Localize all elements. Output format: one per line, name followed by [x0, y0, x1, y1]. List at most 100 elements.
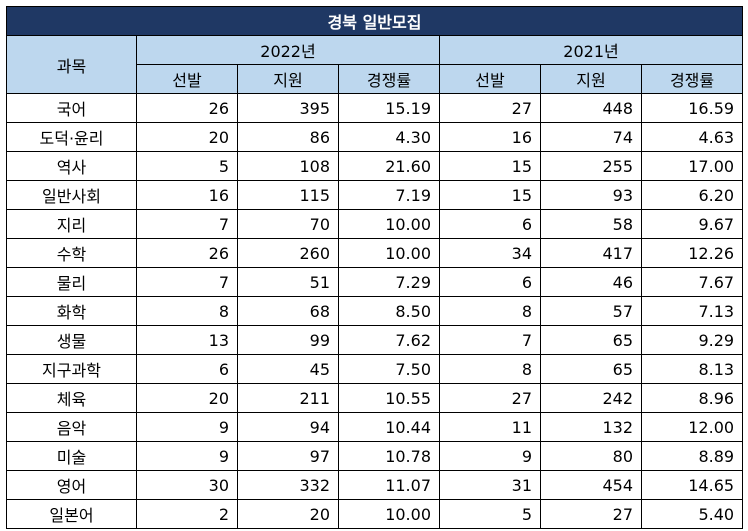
- applicants-cell-2021: 80: [540, 441, 642, 471]
- subject-cell: 일본어: [6, 499, 137, 529]
- applicants-cell-2022: 20: [237, 499, 339, 529]
- applicants-cell-2021: 65: [540, 354, 642, 384]
- applicants-cell-2021: 454: [540, 470, 642, 500]
- applicants-cell-2021: 65: [540, 325, 642, 355]
- selection-cell-2021: 27: [439, 383, 541, 413]
- ratio-cell-2021: 14.65: [640, 470, 744, 500]
- subject-cell: 화학: [6, 296, 137, 326]
- ratio-cell-2021: 9.67: [640, 209, 744, 239]
- ratio-cell-2021: 6.20: [640, 180, 744, 210]
- table-title: 경북 일반모집: [5, 6, 744, 36]
- selection-cell-2021: 11: [439, 412, 541, 442]
- table-row: 체육 20 211 10.55 27 242 8.96: [6, 383, 744, 413]
- subject-cell: 생물: [6, 325, 137, 355]
- applicants-cell-2022: 108: [237, 151, 339, 181]
- table-body: 국어 26 395 15.19 27 448 16.59 도덕·윤리 20 86 4.30 16 74 4…: [6, 93, 744, 529]
- selection-cell-2022: 13: [136, 325, 238, 355]
- applicants-cell-2022: 68: [237, 296, 339, 326]
- subject-cell: 일반사회: [6, 180, 137, 210]
- selection-cell-2021: 7: [439, 325, 541, 355]
- col-header-applicants-2021: 지원: [540, 64, 642, 94]
- selection-cell-2022: 8: [136, 296, 238, 326]
- ratio-cell-2022: 7.50: [338, 354, 440, 384]
- table-row: 수학 26 260 10.00 34 417 12.26: [6, 238, 744, 268]
- col-header-selection-2021: 선발: [439, 64, 541, 94]
- col-header-selection-2022: 선발: [136, 64, 238, 94]
- ratio-cell-2022: 7.29: [338, 267, 440, 297]
- year-header-2022: 2022년: [136, 35, 440, 65]
- ratio-cell-2021: 16.59: [640, 93, 744, 123]
- applicants-cell-2022: 395: [237, 93, 339, 123]
- applicants-cell-2022: 51: [237, 267, 339, 297]
- applicants-cell-2021: 46: [540, 267, 642, 297]
- selection-cell-2022: 7: [136, 209, 238, 239]
- applicants-cell-2022: 97: [237, 441, 339, 471]
- applicants-cell-2022: 260: [237, 238, 339, 268]
- applicants-cell-2021: 448: [540, 93, 642, 123]
- col-header-ratio-2021: 경쟁률: [640, 64, 744, 94]
- selection-cell-2022: 30: [136, 470, 238, 500]
- ratio-cell-2021: 4.63: [640, 122, 744, 152]
- ratio-cell-2022: 7.62: [338, 325, 440, 355]
- selection-cell-2022: 20: [136, 383, 238, 413]
- applicants-cell-2021: 58: [540, 209, 642, 239]
- selection-cell-2021: 34: [439, 238, 541, 268]
- recruitment-table: 경북 일반모집 과목 2022년 2021년 선발 지원 경쟁률 선발 지원 경…: [5, 6, 744, 529]
- ratio-cell-2021: 7.13: [640, 296, 744, 326]
- applicants-cell-2022: 99: [237, 325, 339, 355]
- applicants-cell-2022: 115: [237, 180, 339, 210]
- subject-cell: 영어: [6, 470, 137, 500]
- table-row: 역사 5 108 21.60 15 255 17.00: [6, 151, 744, 181]
- ratio-cell-2021: 5.40: [640, 499, 744, 529]
- selection-cell-2021: 8: [439, 296, 541, 326]
- table-row: 영어 30 332 11.07 31 454 14.65: [6, 470, 744, 500]
- ratio-cell-2022: 15.19: [338, 93, 440, 123]
- applicants-cell-2021: 27: [540, 499, 642, 529]
- selection-cell-2021: 27: [439, 93, 541, 123]
- table-row: 일본어 2 20 10.00 5 27 5.40: [6, 499, 744, 529]
- ratio-cell-2021: 8.13: [640, 354, 744, 384]
- ratio-cell-2022: 10.00: [338, 209, 440, 239]
- ratio-cell-2021: 17.00: [640, 151, 744, 181]
- ratio-cell-2022: 10.44: [338, 412, 440, 442]
- subject-cell: 미술: [6, 441, 137, 471]
- table-row: 지리 7 70 10.00 6 58 9.67: [6, 209, 744, 239]
- ratio-cell-2022: 7.19: [338, 180, 440, 210]
- ratio-cell-2021: 12.00: [640, 412, 744, 442]
- subject-cell: 국어: [6, 93, 137, 123]
- selection-cell-2021: 6: [439, 267, 541, 297]
- ratio-cell-2022: 4.30: [338, 122, 440, 152]
- applicants-cell-2021: 74: [540, 122, 642, 152]
- selection-cell-2021: 15: [439, 180, 541, 210]
- table-row: 미술 9 97 10.78 9 80 8.89: [6, 441, 744, 471]
- selection-cell-2022: 26: [136, 238, 238, 268]
- selection-cell-2022: 6: [136, 354, 238, 384]
- subject-cell: 음악: [6, 412, 137, 442]
- applicants-cell-2021: 132: [540, 412, 642, 442]
- selection-cell-2022: 2: [136, 499, 238, 529]
- ratio-cell-2022: 10.78: [338, 441, 440, 471]
- subject-header: 과목: [6, 35, 137, 94]
- subject-cell: 수학: [6, 238, 137, 268]
- ratio-cell-2021: 9.29: [640, 325, 744, 355]
- col-header-ratio-2022: 경쟁률: [338, 64, 440, 94]
- ratio-cell-2021: 7.67: [640, 267, 744, 297]
- applicants-cell-2022: 94: [237, 412, 339, 442]
- col-header-applicants-2022: 지원: [237, 64, 339, 94]
- ratio-cell-2021: 8.89: [640, 441, 744, 471]
- ratio-cell-2022: 11.07: [338, 470, 440, 500]
- selection-cell-2021: 8: [439, 354, 541, 384]
- applicants-cell-2022: 86: [237, 122, 339, 152]
- applicants-cell-2021: 93: [540, 180, 642, 210]
- table-row: 음악 9 94 10.44 11 132 12.00: [6, 412, 744, 442]
- subject-cell: 역사: [6, 151, 137, 181]
- ratio-cell-2021: 8.96: [640, 383, 744, 413]
- applicants-cell-2022: 70: [237, 209, 339, 239]
- ratio-cell-2022: 10.00: [338, 238, 440, 268]
- selection-cell-2021: 15: [439, 151, 541, 181]
- table-row: 생물 13 99 7.62 7 65 9.29: [6, 325, 744, 355]
- applicants-cell-2021: 242: [540, 383, 642, 413]
- subject-cell: 도덕·윤리: [6, 122, 137, 152]
- ratio-cell-2022: 10.00: [338, 499, 440, 529]
- applicants-cell-2022: 332: [237, 470, 339, 500]
